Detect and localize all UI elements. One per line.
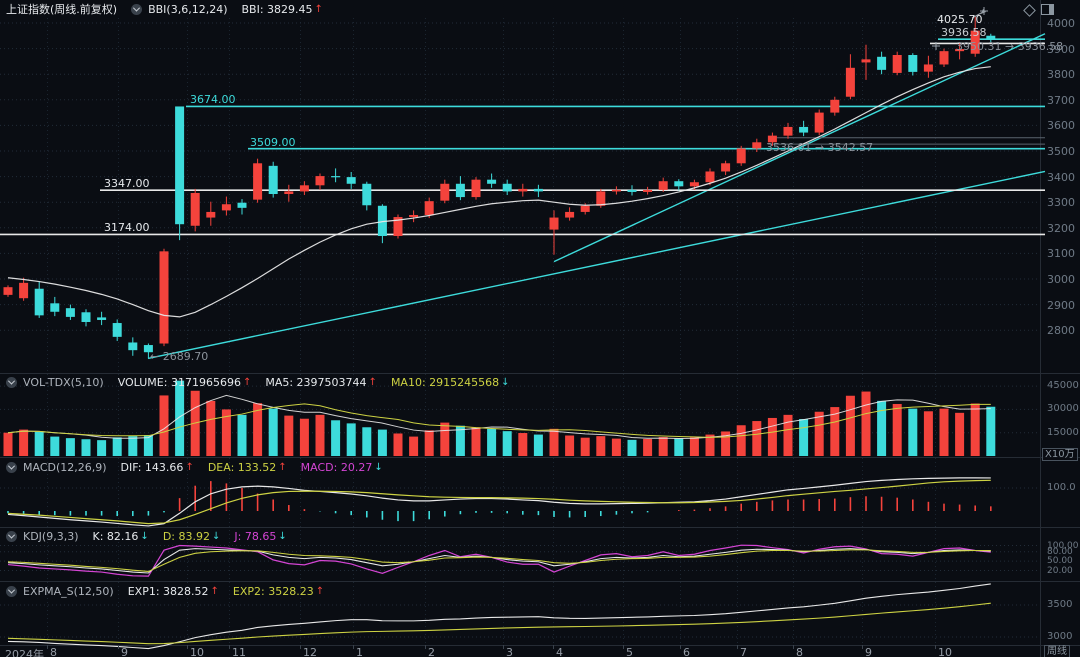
volume-indicator-label: MA10: 2915245568 [390, 375, 500, 389]
price-axis-tick: 3100 [1047, 247, 1075, 261]
kdj-indicator-label: J: 78.65 [234, 529, 277, 543]
price-axis-tick: 3600 [1047, 119, 1075, 133]
price-level-label[interactable]: 3174.00 [104, 221, 150, 235]
kdj-collapse-icon[interactable] [6, 530, 17, 542]
bbi-collapse-icon[interactable] [131, 3, 143, 15]
trend-down-arrow-icon: ↓ [501, 376, 510, 388]
expma-collapse-icon[interactable] [6, 585, 17, 597]
expma-indicator-label: EXPMA_S(12,50) [23, 584, 114, 598]
chart-annotation: 3536.01 → 3542.57 [766, 141, 874, 154]
bbi-value: BBI: 3829.45 [241, 2, 313, 16]
expma-indicator-label: EXP2: 3528.23 [232, 584, 314, 598]
time-axis-month: 11 [232, 646, 246, 657]
time-axis-month: 7 [740, 646, 747, 657]
time-axis-month: 10 [190, 646, 204, 657]
price-level-label[interactable]: 3347.00 [104, 177, 150, 191]
macd-indicator-label: DEA: 133.52 [207, 460, 277, 474]
volume-pane-header: VOL-TDX(5,10) VOLUME: 3171965696 ↑ MA5: 239… [6, 375, 510, 389]
trend-down-arrow-icon: ↓ [140, 530, 149, 542]
expma-axis-tick: 3000 [1047, 631, 1073, 642]
macd-pane-header: MACD(12,26,9) DIF: 143.66 ↑ DEA: 133.52 ↑ MAC… [6, 460, 383, 474]
expma-axis-tick: 3500 [1047, 599, 1073, 610]
price-axis-tick: 2800 [1047, 324, 1075, 338]
trend-up-arrow-icon: ↑ [185, 461, 194, 473]
bbi-arrow: ↑ [314, 3, 323, 15]
time-axis-month: 3 [506, 646, 513, 657]
time-axis-month: 5 [626, 646, 633, 657]
period-badge[interactable]: 周线 [1044, 645, 1070, 657]
price-axis-tick: 3400 [1047, 170, 1075, 184]
time-axis-year: 2024年 [5, 648, 44, 657]
kdj-axis-tick: 50.00 [1047, 556, 1073, 567]
macd-indicator-label: DIF: 143.66 [120, 460, 184, 474]
time-axis-month: 12 [303, 646, 317, 657]
time-axis-month: 9 [865, 646, 872, 657]
kdj-axis-tick: 20.00 [1047, 565, 1073, 576]
time-axis-month: 1 [356, 646, 363, 657]
kdj-indicator-label: K: 82.16 [92, 529, 139, 543]
price-axis-tick: 3700 [1047, 93, 1075, 107]
title-bar: 上证指数(周线.前复权) BBI(3,6,12,24) BBI: 3829.45… [6, 2, 323, 17]
price-axis-tick: 3800 [1047, 68, 1075, 82]
time-axis-month: 8 [796, 646, 803, 657]
volume-indicator-label: VOLUME: 3171965696 [117, 375, 241, 389]
volume-axis-tick: 45000 [1047, 380, 1079, 392]
price-axis-tick: 2900 [1047, 298, 1075, 312]
symbol-title: 上证指数(周线.前复权) [6, 3, 118, 16]
time-axis-month: 9 [121, 646, 128, 657]
time-axis-month: 8 [50, 646, 57, 657]
trend-up-arrow-icon: ↑ [315, 585, 325, 597]
panel-icon [1041, 4, 1054, 15]
kdj-pane-header: KDJ(9,3,3) K: 82.16 ↓ D: 83.92 ↓ J: 78.65 ↓ [6, 529, 287, 543]
chart-annotation: 4025.70 [937, 13, 983, 26]
time-axis-month: 10 [938, 646, 952, 657]
time-axis-month: 2 [428, 646, 435, 657]
trend-up-arrow-icon: ↑ [278, 461, 287, 473]
price-axis-tick: 3900 [1047, 42, 1075, 56]
volume-indicator-label: VOL-TDX(5,10) [23, 375, 104, 389]
volume-indicator-label: MA5: 2397503744 [265, 375, 367, 389]
expma-indicator-label: EXP1: 3828.52 [127, 584, 209, 598]
kdj-indicator-label: KDJ(9,3,3) [23, 529, 79, 543]
trend-down-arrow-icon: ↓ [374, 461, 383, 473]
kdj-axis-tick: 80.00 [1047, 546, 1073, 557]
expma-pane-header: EXPMA_S(12,50) EXP1: 3828.52 ↑ EXP2: 3528.2… [6, 584, 324, 598]
chart-annotation: 3950.31 → 3936.58 [956, 40, 1064, 53]
trend-down-arrow-icon: ↓ [278, 530, 287, 542]
time-axis-month: 6 [683, 646, 690, 657]
macd-indicator-label: MACD(12,26,9) [23, 460, 107, 474]
macd-indicator-label: MACD: 20.27 [300, 460, 373, 474]
time-axis-month: 4 [556, 646, 563, 657]
trend-down-arrow-icon: ↓ [211, 530, 221, 542]
price-axis-tick: 3200 [1047, 221, 1075, 235]
price-level-label[interactable]: 3936.58 [941, 26, 987, 40]
trend-up-arrow-icon: ↑ [368, 376, 377, 388]
volume-collapse-icon[interactable] [6, 376, 17, 388]
kdj-indicator-label: D: 83.92 [162, 529, 210, 543]
price-axis-tick: 3500 [1047, 145, 1075, 158]
price-level-label[interactable]: 3509.00 [250, 135, 296, 149]
price-axis-tick: 3000 [1047, 273, 1075, 286]
volume-unit-badge: X10万 [1042, 448, 1078, 461]
trend-up-arrow-icon: ↑ [210, 585, 219, 597]
chart-annotation: ← 2689.70 [150, 350, 209, 363]
price-level-label[interactable]: 3674.00 [190, 93, 236, 107]
macd-collapse-icon[interactable] [6, 461, 17, 473]
trend-up-arrow-icon: ↑ [242, 376, 252, 388]
volume-axis-tick: 15000 [1047, 426, 1079, 438]
bbi-indicator-name[interactable]: BBI(3,6,12,24) [148, 2, 228, 16]
panel-toggle-icon[interactable] [1041, 4, 1054, 18]
price-axis-tick: 3300 [1047, 196, 1075, 210]
price-axis-tick: 4000 [1047, 17, 1075, 30]
macd-axis-tick: 100.0 [1047, 482, 1076, 493]
volume-axis-tick: 30000 [1047, 403, 1079, 415]
kdj-axis-tick: 100.00 [1047, 540, 1079, 551]
